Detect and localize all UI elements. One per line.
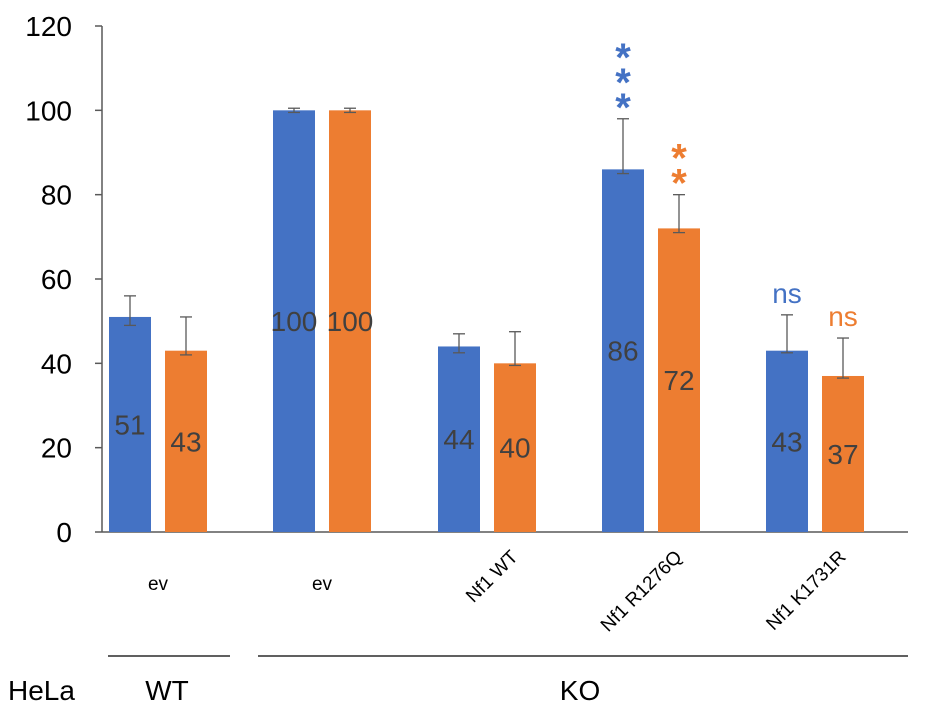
x-tick-label: ev [312, 574, 333, 595]
x-tick-label: Nf1 WT [462, 546, 523, 607]
bar [822, 375, 864, 532]
significance-star: * [615, 36, 631, 80]
data-label: 100 [271, 306, 318, 337]
data-label: 72 [663, 365, 694, 396]
significance-star: * [671, 162, 687, 206]
group-row-label: HeLa [8, 675, 75, 706]
x-tick-label: Nf1 R1276Q [597, 547, 687, 637]
y-tick-label: 100 [25, 95, 72, 126]
group-label: WT [145, 675, 189, 706]
bar [494, 363, 536, 532]
significance-ns: ns [772, 278, 802, 309]
significance-star: * [615, 86, 631, 130]
bar [273, 110, 315, 532]
bar [658, 228, 700, 532]
bar [602, 169, 644, 532]
y-tick-label: 120 [25, 11, 72, 42]
significance-ns: ns [828, 301, 858, 332]
x-tick-label: Nf1 K1731R [762, 547, 850, 635]
data-label: 37 [827, 439, 858, 470]
bar [109, 316, 151, 532]
y-tick-label: 20 [41, 433, 72, 464]
data-label: 86 [607, 336, 638, 367]
y-tick-label: 40 [41, 348, 72, 379]
data-label: 44 [443, 424, 474, 455]
data-label: 51 [114, 409, 145, 440]
bar [438, 346, 480, 532]
bar [165, 350, 207, 532]
data-label: 43 [170, 426, 201, 457]
y-tick-label: 0 [56, 517, 72, 548]
y-tick-label: 60 [41, 264, 72, 295]
bar [766, 350, 808, 532]
x-tick-label: ev [148, 574, 169, 595]
data-label: 43 [771, 426, 802, 457]
significance-star: * [615, 61, 631, 105]
bar [329, 110, 371, 532]
data-label: 40 [499, 433, 530, 464]
data-label: 100 [327, 306, 374, 337]
y-tick-label: 80 [41, 180, 72, 211]
group-label: KO [560, 675, 600, 706]
significance-star: * [671, 137, 687, 181]
